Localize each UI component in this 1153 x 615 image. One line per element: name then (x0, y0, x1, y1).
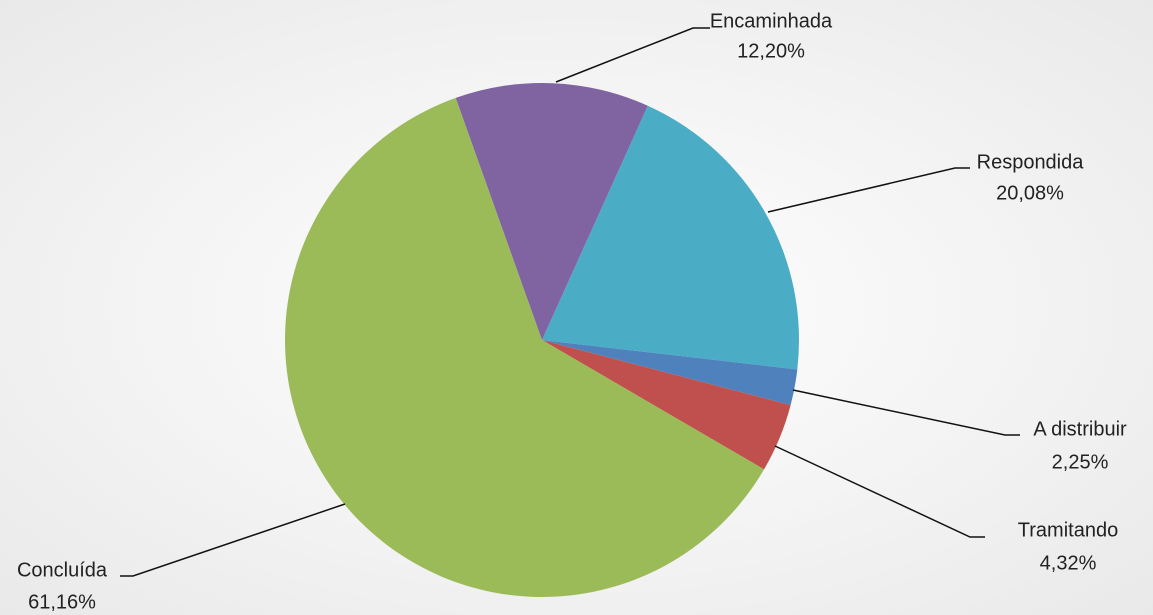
value-label: 20,08% (996, 182, 1064, 204)
leader-line (792, 389, 1020, 436)
category-label: Tramitando (1018, 519, 1118, 541)
pie-slice (542, 340, 798, 406)
pie-slice (455, 82, 648, 340)
value-label: 12,20% (737, 40, 805, 62)
leader-line (120, 503, 346, 577)
pie-slice (284, 97, 765, 598)
value-label: 2,25% (1052, 451, 1109, 473)
value-label: 61,16% (28, 591, 96, 613)
pie-slice (542, 105, 799, 370)
category-label: Concluída (17, 559, 108, 581)
leader-line (774, 445, 985, 538)
category-label: A distribuir (1033, 418, 1127, 440)
leader-line (767, 167, 970, 213)
pie-slice (542, 340, 791, 470)
leader-line (555, 27, 710, 83)
category-label: Respondida (977, 151, 1085, 173)
value-label: 4,32% (1040, 552, 1097, 574)
category-label: Encaminhada (710, 10, 833, 32)
